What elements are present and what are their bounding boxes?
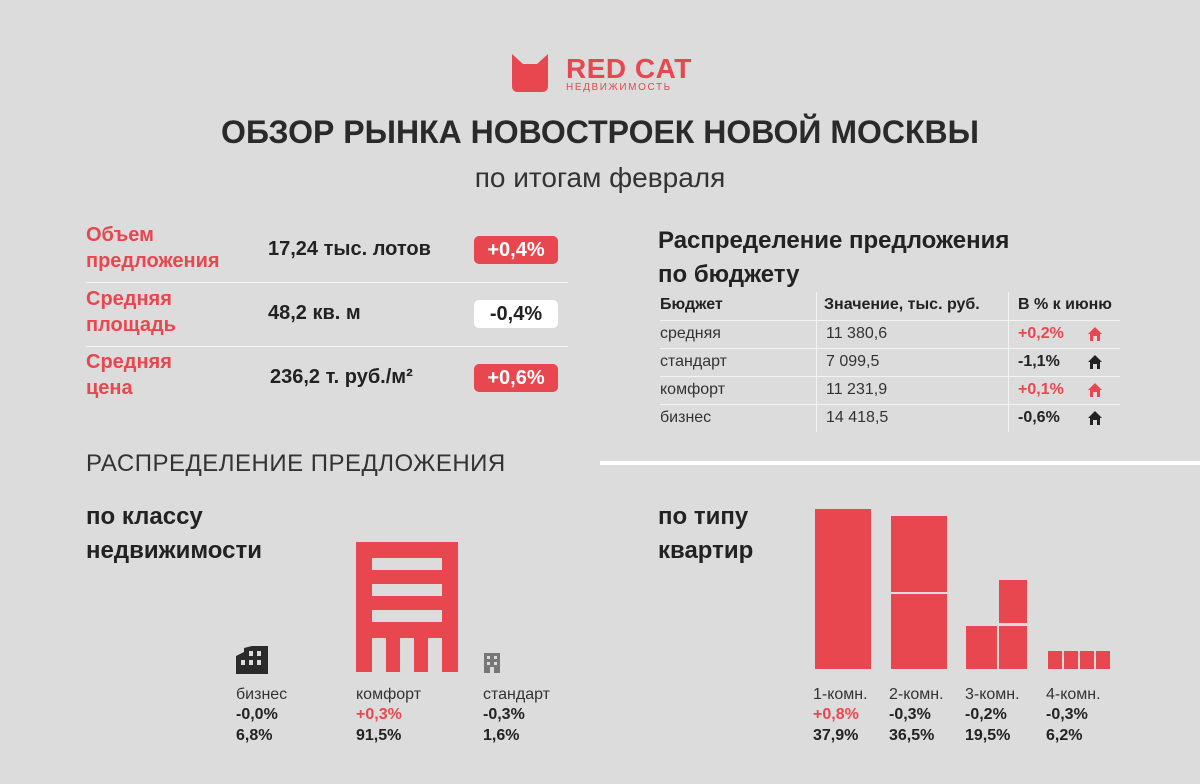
kpi-label-volume: Объем предложения: [86, 224, 220, 272]
type-name: 3-комн.: [965, 686, 1020, 703]
room-bar-4-c: [1080, 651, 1094, 669]
table-cell-value: 11 231,9: [826, 381, 888, 398]
class-name: комфорт: [356, 686, 422, 703]
divider: [86, 346, 568, 347]
table-cell-change: +0,1%: [1018, 381, 1064, 398]
table-cell-name: стандарт: [660, 353, 727, 370]
kpi-label-area: Средняя площадь: [86, 288, 176, 336]
table-cell-value: 11 380,6: [826, 325, 888, 342]
type-name: 4-комн.: [1046, 686, 1101, 703]
room-bar-3-left: [966, 626, 997, 669]
class-name: стандарт: [483, 686, 550, 703]
class-share: 6,8%: [236, 727, 273, 744]
table-cell-value: 7 099,5: [826, 353, 880, 370]
type-name: 2-комн.: [889, 686, 944, 703]
kpi-label-price: Средняя цена: [86, 351, 172, 399]
factory-building-icon: [236, 646, 268, 674]
table-divider: [660, 348, 1120, 349]
class-heading: по классу недвижимости: [86, 503, 262, 564]
house-red-icon: [1088, 327, 1102, 341]
table-header-change: В % к июню: [1018, 296, 1112, 313]
cat-ears-logo-icon: [512, 54, 548, 92]
kpi-value-volume: 17,24 тыс. лотов: [268, 238, 431, 260]
type-share: 37,9%: [813, 727, 859, 744]
class-change: +0,3%: [356, 706, 402, 723]
class-change: -0,0%: [236, 706, 278, 723]
type-name: 1-комн.: [813, 686, 868, 703]
page-title: ОБЗОР РЫНКА НОВОСТРОЕК НОВОЙ МОСКВЫ: [221, 114, 979, 150]
class-change: -0,3%: [483, 706, 525, 723]
house-black-icon: [1088, 411, 1102, 425]
brand-subtitle: НЕДВИЖИМОСТЬ: [566, 82, 672, 93]
room-bar-2-upper: [891, 516, 947, 592]
table-divider: [816, 292, 817, 432]
table-cell-name: средняя: [660, 325, 721, 342]
kpi-value-price: 236,2 т. руб./м²: [270, 366, 413, 388]
type-share: 6,2%: [1046, 727, 1083, 744]
type-share: 36,5%: [889, 727, 935, 744]
class-share: 91,5%: [356, 727, 402, 744]
table-divider: [660, 376, 1120, 377]
table-cell-value: 14 418,5: [826, 409, 889, 426]
class-name: бизнес: [236, 686, 288, 703]
table-divider: [660, 320, 1120, 321]
room-bar-2-lower: [891, 594, 947, 669]
room-bar-3-top: [999, 580, 1027, 623]
divider: [86, 282, 568, 283]
table-cell-change: -1,1%: [1018, 353, 1060, 370]
table-cell-change: +0,2%: [1018, 325, 1064, 342]
section-rule: [600, 461, 1200, 465]
class-share: 1,6%: [483, 727, 520, 744]
table-header-budget: Бюджет: [660, 296, 723, 313]
house-red-icon: [1088, 383, 1102, 397]
room-bar-4-d: [1096, 651, 1110, 669]
type-change: +0,8%: [813, 706, 859, 723]
table-divider: [660, 404, 1120, 405]
kpi-badge-area: -0,4%: [474, 300, 558, 328]
type-share: 19,5%: [965, 727, 1011, 744]
table-divider: [1008, 292, 1009, 432]
room-bar-4-b: [1064, 651, 1078, 669]
house-black-icon: [1088, 355, 1102, 369]
room-bar-1: [815, 509, 871, 669]
table-header-value: Значение, тыс. руб.: [824, 296, 980, 313]
budget-title: Распределение предложения по бюджету: [658, 227, 1010, 288]
room-bar-4-a: [1048, 651, 1062, 669]
table-cell-name: бизнес: [660, 409, 712, 426]
kpi-value-area: 48,2 кв. м: [268, 302, 361, 324]
type-change: -0,2%: [965, 706, 1007, 723]
page-subtitle: по итогам февраля: [474, 162, 726, 193]
type-change: -0,3%: [1046, 706, 1088, 723]
table-cell-change: -0,6%: [1018, 409, 1060, 426]
section-heading: РАСПРЕДЕЛЕНИЕ ПРЕДЛОЖЕНИЯ: [86, 450, 506, 477]
kpi-badge-volume: +0,4%: [474, 236, 558, 264]
type-heading: по типу квартир: [658, 503, 754, 564]
room-bar-3-right: [999, 626, 1027, 669]
small-building-icon: [484, 653, 500, 673]
type-change: -0,3%: [889, 706, 931, 723]
brand-name: RED CAT: [566, 53, 692, 84]
table-cell-name: комфорт: [660, 381, 726, 398]
kpi-badge-price: +0,6%: [474, 364, 558, 392]
apartment-building-icon: [356, 542, 458, 672]
